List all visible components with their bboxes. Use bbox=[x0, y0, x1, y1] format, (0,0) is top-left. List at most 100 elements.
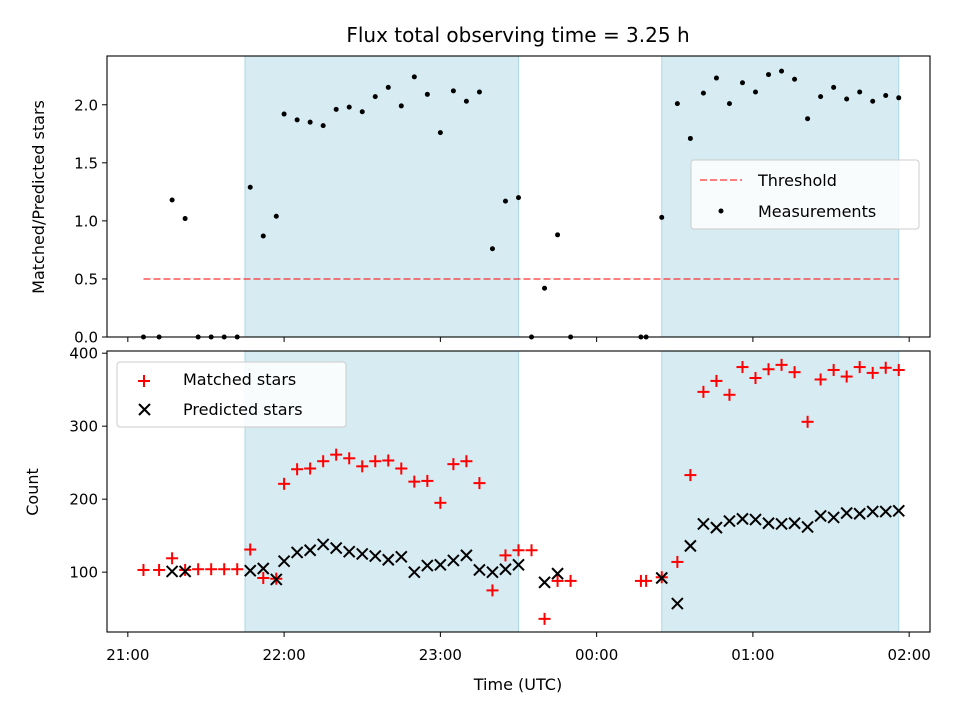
matched-star-point bbox=[853, 361, 866, 374]
x-tick-label: 23:00 bbox=[419, 646, 462, 664]
measurement-point bbox=[779, 68, 785, 74]
matched-star-points bbox=[137, 358, 905, 625]
predicted-star-point bbox=[879, 505, 892, 518]
measurement-point bbox=[687, 135, 693, 141]
x-stroke-b bbox=[723, 514, 736, 528]
measurement-point bbox=[792, 76, 798, 82]
x-tick-label: 21:00 bbox=[106, 646, 149, 664]
predicted-star-point bbox=[512, 558, 525, 572]
matched-star-point bbox=[879, 361, 892, 374]
matched-star-point bbox=[231, 563, 244, 576]
matched-star-point bbox=[218, 563, 231, 576]
matched-star-point bbox=[244, 543, 257, 556]
matched-star-point bbox=[762, 363, 775, 376]
matched-star-point bbox=[710, 374, 723, 387]
x-stroke-b bbox=[421, 559, 434, 572]
shaded-span bbox=[661, 350, 900, 633]
predicted-star-point bbox=[866, 505, 879, 518]
predicted-star-point bbox=[395, 550, 408, 564]
matched-star-point bbox=[827, 363, 840, 376]
y-tick-label: 300 bbox=[69, 418, 98, 436]
bottom-plot-frame bbox=[106, 350, 931, 633]
y-tick-label: 400 bbox=[69, 345, 98, 363]
x-axis-label: Time (UTC) bbox=[473, 675, 562, 694]
x-stroke-b bbox=[762, 517, 775, 530]
predicted-legend-swatch bbox=[138, 403, 151, 416]
measurement-point bbox=[502, 198, 508, 204]
matched-star-point bbox=[486, 584, 499, 597]
measurement-point bbox=[739, 80, 745, 86]
measurement-point bbox=[674, 101, 680, 107]
measurement-point bbox=[766, 72, 772, 78]
predicted-star-point bbox=[840, 506, 853, 520]
measurement-point bbox=[476, 89, 482, 95]
predicted-star-point bbox=[382, 553, 395, 566]
x-stroke-b bbox=[866, 505, 879, 518]
x-stroke-b bbox=[486, 565, 499, 579]
x-tick-label: 02:00 bbox=[888, 646, 931, 664]
bottom-y-ticks: 100 200 300 400 bbox=[69, 345, 107, 582]
x-stroke-b bbox=[879, 505, 892, 518]
matched-star-point bbox=[179, 563, 192, 576]
matched-star-point bbox=[499, 549, 512, 562]
matched-star-point bbox=[460, 455, 473, 468]
measurement-point bbox=[281, 111, 287, 117]
predicted-star-point bbox=[655, 571, 668, 585]
predicted-star-point bbox=[684, 539, 697, 553]
matched-star-point bbox=[408, 475, 421, 488]
matched-legend-swatch bbox=[138, 375, 150, 387]
measurement-point bbox=[385, 84, 391, 90]
shaded-span bbox=[244, 55, 519, 338]
predicted-star-point bbox=[723, 514, 736, 528]
x-stroke-b bbox=[749, 513, 762, 526]
matched-star-point bbox=[697, 385, 710, 398]
matched-star-point bbox=[736, 361, 749, 374]
top-x-ticks bbox=[127, 337, 910, 342]
predicted-star-point bbox=[749, 513, 762, 526]
measurement-point bbox=[883, 92, 889, 98]
matched-star-point bbox=[369, 455, 382, 468]
matched-star-point bbox=[343, 452, 356, 465]
matched-star-point bbox=[892, 363, 905, 376]
measurement-point bbox=[294, 117, 300, 123]
bottom-legend: Matched stars Predicted stars bbox=[116, 361, 347, 428]
x-stroke-b bbox=[840, 506, 853, 520]
x-stroke-b bbox=[710, 521, 723, 534]
predicted-star-points bbox=[165, 504, 905, 610]
x-stroke-b bbox=[499, 563, 512, 576]
x-stroke-b bbox=[316, 538, 330, 551]
matched-star-point bbox=[434, 496, 447, 509]
y-tick-label: 1.0 bbox=[74, 212, 98, 230]
matched-star-point bbox=[814, 373, 827, 386]
predicted-star-point bbox=[434, 558, 447, 572]
x-stroke-b bbox=[408, 565, 421, 579]
measurement-point bbox=[320, 123, 326, 129]
x-stroke-b bbox=[329, 541, 343, 555]
x-stroke-b bbox=[551, 567, 564, 580]
matched-star-point bbox=[382, 454, 395, 467]
matched-star-point bbox=[317, 455, 330, 468]
matched-star-point bbox=[356, 460, 369, 473]
x-stroke-b bbox=[434, 558, 447, 572]
predicted-star-point bbox=[244, 564, 257, 577]
measurement-point bbox=[346, 104, 352, 110]
x-tick-label: 22:00 bbox=[262, 646, 305, 664]
predicted-star-point bbox=[853, 507, 866, 520]
predicted-star-point bbox=[814, 509, 827, 523]
measurement-point bbox=[844, 96, 850, 102]
predicted-star-point bbox=[329, 541, 343, 555]
bottom-x-ticks: 21:00 22:00 23:00 00:00 01:00 02:00 bbox=[106, 632, 931, 664]
matched-star-point bbox=[278, 477, 291, 490]
measurement-point bbox=[489, 246, 495, 252]
matched-star-point bbox=[473, 477, 486, 490]
matched-star-point bbox=[304, 462, 317, 475]
x-stroke-b bbox=[460, 549, 473, 562]
measurement-points bbox=[140, 68, 902, 340]
x-stroke-b bbox=[343, 545, 356, 558]
measurement-point bbox=[726, 101, 732, 107]
measurement-point bbox=[437, 130, 443, 136]
measurement-point bbox=[398, 103, 404, 109]
matched-star-point bbox=[840, 370, 853, 383]
measurement-point bbox=[831, 84, 837, 90]
